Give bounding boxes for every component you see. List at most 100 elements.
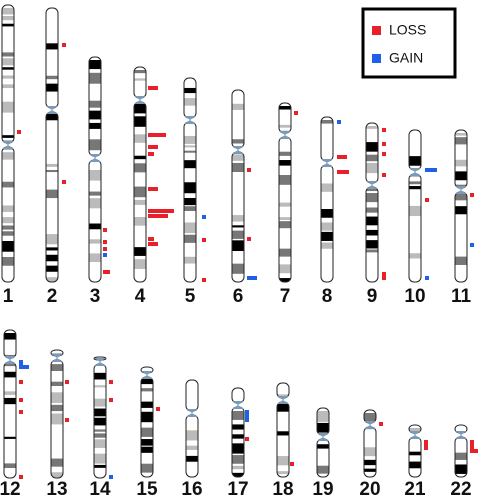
band (232, 472, 244, 477)
loss-marker (424, 440, 428, 450)
loss-marker (337, 155, 347, 159)
band (51, 392, 63, 403)
band (46, 83, 58, 92)
loss-marker (148, 214, 168, 218)
band (277, 456, 289, 466)
gain-marker (245, 410, 249, 422)
band (134, 70, 146, 74)
band (89, 253, 101, 263)
band (232, 443, 244, 454)
band (279, 278, 291, 282)
chromosome: 16 (181, 379, 203, 500)
legend-swatch-gain (372, 54, 381, 63)
band (2, 257, 14, 266)
centromere (141, 371, 153, 379)
band (455, 256, 467, 265)
band (51, 364, 63, 371)
gain-marker (337, 120, 341, 124)
band (366, 249, 378, 253)
band (134, 199, 146, 205)
loss-marker (202, 278, 206, 282)
bands (89, 57, 101, 282)
band (321, 208, 333, 218)
band (134, 155, 146, 160)
band (455, 189, 467, 201)
centromere (2, 141, 14, 149)
chromosome-label: 12 (0, 479, 21, 500)
band (184, 87, 196, 94)
loss-marker (382, 128, 386, 132)
chromosome-label: 7 (280, 286, 291, 307)
gain-marker (19, 365, 29, 369)
band (232, 230, 244, 239)
band (51, 404, 63, 412)
band (46, 254, 58, 262)
chromosome-label: 9 (367, 286, 378, 307)
band (184, 256, 196, 264)
band (2, 181, 14, 188)
chromosome: 6 (231, 89, 245, 307)
centromere (51, 354, 63, 362)
bands (94, 357, 106, 478)
band (364, 447, 376, 457)
band (89, 110, 101, 120)
loss-marker (148, 242, 158, 246)
loss-marker (103, 247, 107, 251)
band (94, 453, 106, 464)
band (2, 23, 14, 27)
band (366, 229, 378, 236)
legend: LOSS GAIN (361, 7, 457, 79)
chromosome-label: 4 (135, 286, 146, 307)
loss-marker (425, 198, 429, 202)
band (321, 222, 333, 231)
band (2, 135, 14, 138)
centromere (232, 401, 244, 409)
band (134, 116, 146, 127)
loss-marker (19, 398, 23, 402)
legend-label: GAIN (389, 50, 423, 66)
band (51, 381, 63, 386)
band (2, 231, 14, 236)
loss-marker (245, 437, 249, 441)
loss-marker (65, 380, 69, 384)
band (232, 263, 244, 274)
arm-bg (186, 380, 198, 477)
band (94, 464, 106, 468)
band (46, 110, 58, 121)
centromere (186, 409, 198, 417)
bands (46, 8, 58, 282)
chromosome: 18 (272, 382, 294, 500)
band (184, 150, 196, 153)
band (184, 160, 196, 169)
bands (317, 408, 329, 477)
band (4, 371, 16, 378)
band (366, 126, 378, 129)
band (184, 145, 196, 148)
band (232, 410, 244, 420)
bands (232, 388, 244, 477)
centromere (409, 168, 421, 176)
band (364, 459, 376, 466)
band (279, 175, 291, 185)
chromosome-label: 1 (3, 286, 14, 307)
chromosome: 7 (278, 102, 292, 307)
centromere (232, 146, 244, 154)
band (455, 452, 467, 460)
band (184, 206, 196, 212)
centromere (366, 181, 378, 189)
band (321, 183, 333, 192)
band (409, 186, 421, 190)
band (2, 8, 14, 15)
band (366, 162, 378, 174)
band (141, 378, 153, 385)
band (94, 372, 106, 380)
chromosome-label: 19 (312, 479, 333, 500)
bands (277, 383, 289, 477)
band (89, 72, 101, 84)
chromosome: 12 (0, 329, 21, 500)
loss-marker (17, 130, 21, 134)
band (51, 458, 63, 467)
band (46, 277, 58, 282)
band (46, 169, 58, 173)
band (46, 75, 58, 80)
